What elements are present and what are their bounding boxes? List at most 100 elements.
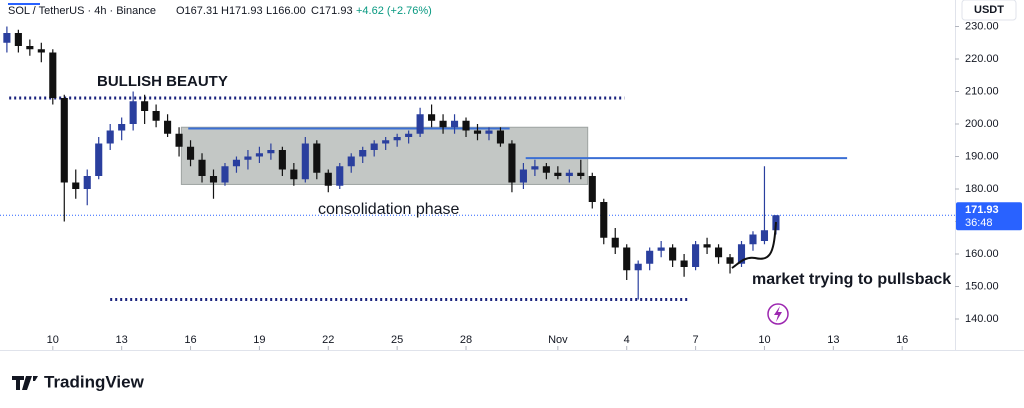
price-label-box <box>956 202 1022 231</box>
candle-body <box>118 124 126 131</box>
candle-body <box>267 150 275 154</box>
x-tick-label: 13 <box>827 334 839 346</box>
candle-body <box>496 130 505 144</box>
annotation: BULLISH BEAUTY <box>97 73 228 90</box>
candle-body <box>439 120 447 128</box>
logo-mark <box>12 376 38 390</box>
candle-body <box>737 244 746 264</box>
candle-body <box>646 250 654 264</box>
annotation: market trying to pullsback <box>752 271 951 288</box>
candle-body <box>542 166 550 173</box>
candle-body <box>370 143 378 150</box>
x-tick-label: 10 <box>47 334 59 346</box>
candle-body <box>714 247 723 258</box>
candle-body <box>760 230 769 241</box>
candle-body <box>726 257 734 264</box>
y-tick-label: 210.00 <box>965 85 999 97</box>
candle-body <box>255 153 263 157</box>
y-tick-label: 220.00 <box>965 53 999 65</box>
x-tick-label: 7 <box>693 334 699 346</box>
candle-body <box>531 166 539 170</box>
candle-body <box>37 49 45 53</box>
candle-body <box>703 244 711 248</box>
x-tick-label: 13 <box>116 334 128 346</box>
candle-body <box>680 260 688 267</box>
candle-body <box>83 176 91 189</box>
candle-body <box>692 244 700 267</box>
candle-body <box>95 143 103 176</box>
candle-body <box>749 234 757 245</box>
candle-body <box>623 247 631 271</box>
candle-body <box>26 46 34 50</box>
candle-body <box>290 169 298 180</box>
candle-body <box>301 143 309 180</box>
candle-body <box>588 176 596 202</box>
low-label: L166.00 <box>266 5 306 17</box>
candle-body <box>473 130 482 134</box>
candle-body <box>359 150 367 157</box>
candle-body <box>14 33 22 46</box>
candle-body <box>508 143 516 183</box>
candle-body <box>244 156 252 160</box>
y-tick-label: 230.00 <box>965 20 999 32</box>
x-tick-label: 19 <box>253 334 265 346</box>
y-tick-label: 190.00 <box>965 150 999 162</box>
candle-body <box>611 237 619 248</box>
x-tick-label: 16 <box>184 334 196 346</box>
x-tick-label: 22 <box>322 334 334 346</box>
countdown: 36:48 <box>965 217 993 229</box>
currency: USDT <box>974 4 1004 16</box>
y-tick-label: 180.00 <box>965 183 999 195</box>
event-bolt <box>774 306 782 322</box>
y-tick-label: 150.00 <box>965 280 999 292</box>
candle-body <box>577 172 585 176</box>
annotation: consolidation phase <box>318 201 460 218</box>
candle-body <box>3 33 11 43</box>
x-tick-label: 25 <box>391 334 403 346</box>
candle-body <box>198 159 206 176</box>
candle-body <box>554 172 562 176</box>
y-tick-label: 200.00 <box>965 118 999 130</box>
candle-body <box>428 114 436 121</box>
symbol: SOL / TetherUS · 4h · Binance <box>8 5 156 17</box>
candle-body <box>60 98 68 183</box>
candle-body <box>485 130 493 134</box>
currency-box[interactable] <box>961 0 1017 21</box>
candle-body <box>313 143 321 173</box>
candle-body <box>324 172 332 186</box>
candle-body <box>106 130 114 144</box>
x-tick-label: 28 <box>460 334 472 346</box>
candle-body <box>221 166 229 183</box>
y-tick-label: 160.00 <box>965 248 999 260</box>
candle-body <box>405 133 413 137</box>
arrow <box>731 221 777 269</box>
high-label: H171.93 <box>221 5 263 17</box>
x-tick-label: 4 <box>624 334 630 346</box>
candle-body <box>519 169 527 183</box>
candle-body <box>336 166 344 186</box>
candle-body <box>382 140 390 144</box>
candle-body <box>450 120 459 128</box>
candle-body <box>164 120 172 134</box>
candle-body <box>175 133 183 147</box>
open-label: O167.31 <box>176 5 218 17</box>
candle-body <box>152 111 160 121</box>
candle-body <box>669 247 677 261</box>
candle-body <box>141 101 149 111</box>
candle-body <box>600 202 608 238</box>
candle-body <box>347 156 355 167</box>
price-label: 171.93 <box>965 204 999 216</box>
close-label: C171.93 <box>311 5 353 17</box>
candle-body <box>186 146 195 160</box>
candle-body <box>278 150 286 170</box>
candle-body <box>209 176 218 183</box>
candle-body <box>634 263 642 271</box>
plot: 140.00150.00160.00170.00180.00190.00200.… <box>0 20 999 350</box>
candle-body <box>462 120 470 131</box>
x-tick-label: 16 <box>896 334 908 346</box>
candle-body <box>393 137 401 141</box>
x-tick-label: 10 <box>758 334 770 346</box>
change-label: +4.62 (+2.76%) <box>356 5 432 17</box>
